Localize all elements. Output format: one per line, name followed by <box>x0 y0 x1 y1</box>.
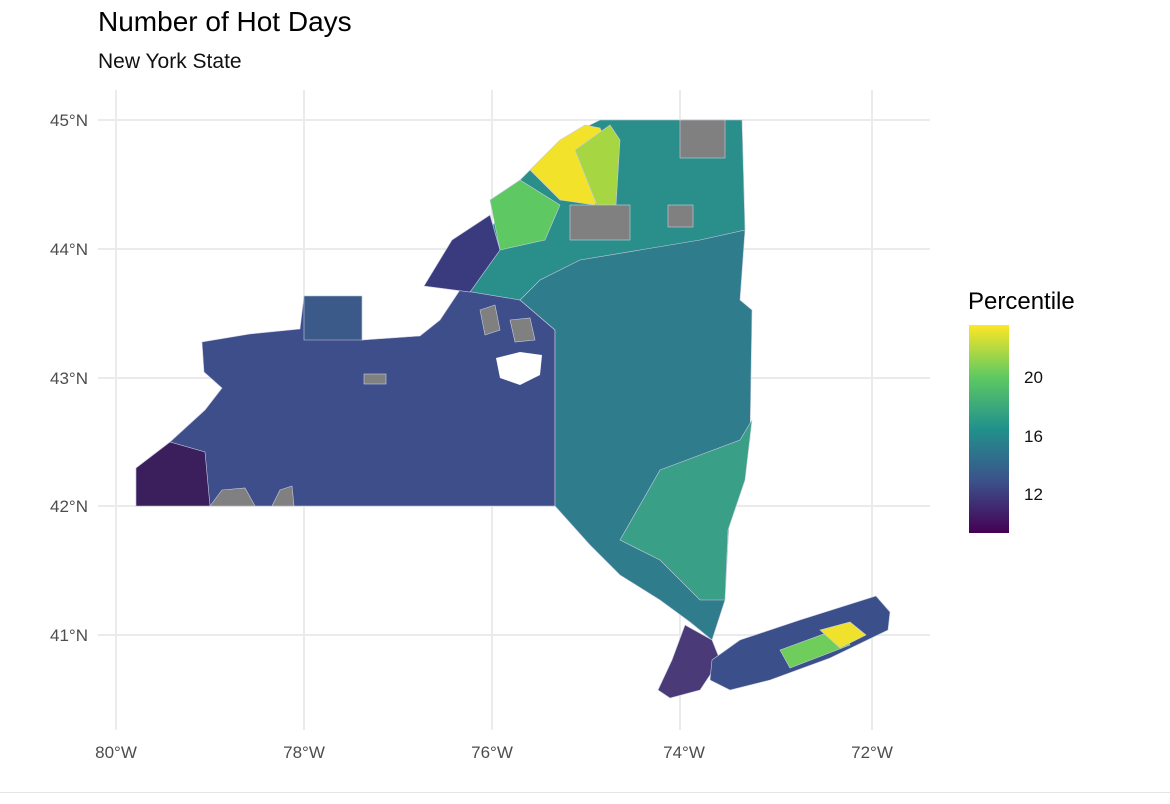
legend-label: 12 <box>1024 485 1043 504</box>
legend-colorbar <box>969 325 1009 533</box>
x-axis-labels: 80°W 78°W 76°W 74°W 72°W <box>95 743 893 762</box>
region-nyc <box>657 624 721 699</box>
x-tick-label: 76°W <box>471 743 513 762</box>
legend-label: 16 <box>1024 427 1043 446</box>
missing-lewis <box>667 204 694 228</box>
oneida-lake <box>496 352 542 385</box>
region-lake-ontario-islands <box>303 295 363 341</box>
legend-title: Percentile <box>968 288 1075 315</box>
missing-allegany-a <box>209 487 256 507</box>
region-li-yellow <box>819 621 867 649</box>
y-axis-labels: 45°N 44°N 43°N 42°N 41°N <box>50 111 88 645</box>
state-regions <box>135 119 891 699</box>
y-tick-label: 43°N <box>50 369 88 388</box>
map-title: Number of Hot Days <box>98 6 352 37</box>
x-tick-label: 80°W <box>95 743 137 762</box>
y-tick-label: 44°N <box>50 240 88 259</box>
map-subtitle: New York State <box>98 50 242 73</box>
x-tick-label: 78°W <box>283 743 325 762</box>
legend-label: 20 <box>1024 368 1043 387</box>
missing-stlawrence-south <box>569 204 631 241</box>
x-tick-label: 74°W <box>663 743 705 762</box>
region-jefferson-west <box>423 214 501 293</box>
region-st-lawrence-green <box>489 179 561 251</box>
bottom-divider <box>0 792 1170 793</box>
y-tick-label: 45°N <box>50 111 88 130</box>
missing-franklin <box>679 119 726 159</box>
missing-rochester <box>363 373 387 385</box>
missing-oswego-b <box>509 317 536 343</box>
y-tick-label: 42°N <box>50 497 88 516</box>
y-tick-label: 41°N <box>50 626 88 645</box>
region-chautauqua <box>135 441 211 507</box>
region-st-lawrence-mid <box>574 124 621 209</box>
missing-oswego-a <box>479 304 501 336</box>
region-hudson-valley <box>619 419 753 601</box>
x-tick-label: 72°W <box>851 743 893 762</box>
missing-allegany-b <box>271 485 295 507</box>
